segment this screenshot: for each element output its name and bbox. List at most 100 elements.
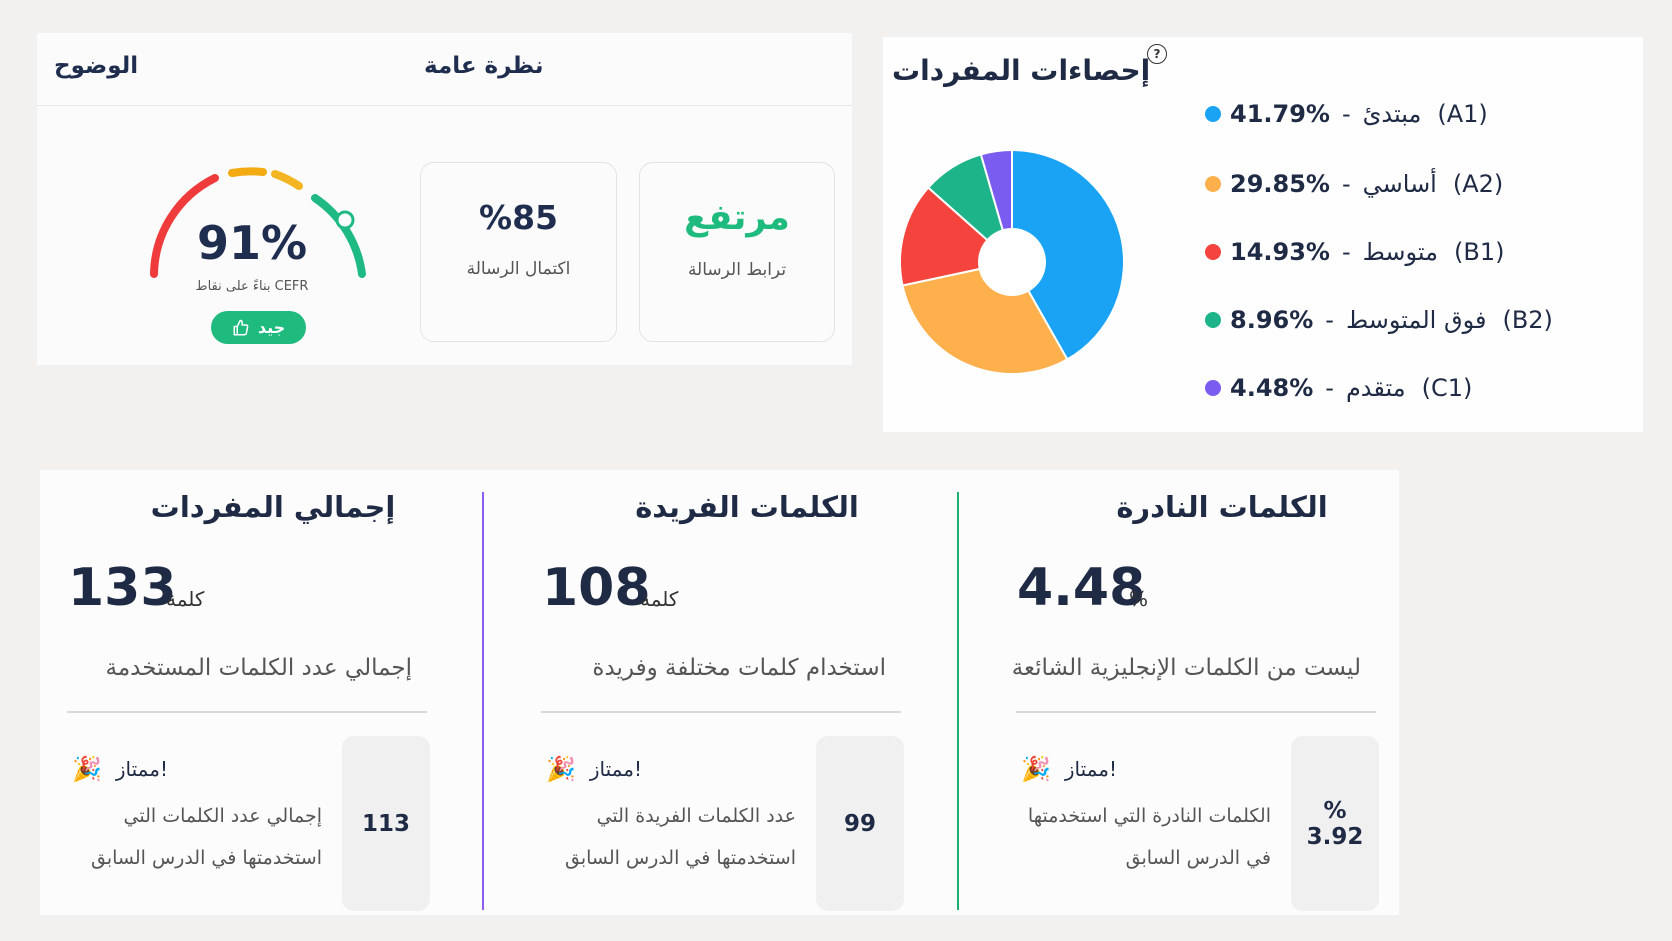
excellent-label: ممتاز! (1064, 757, 1117, 781)
metric-number: 108 (542, 558, 651, 618)
legend-separator: - (1325, 374, 1334, 402)
overview-header: الوضوح نظرة عامة (37, 33, 852, 106)
legend-code: (C1) (1421, 374, 1473, 402)
column-divider (957, 492, 959, 910)
metric-title: الكلمات النادرة (1116, 490, 1328, 524)
metric-note-line: في الدرس السابق (1125, 847, 1271, 869)
legend-item-a1: 41.79% - مبتدئ (A1) (1205, 97, 1488, 131)
party-popper-icon: 🎉 (1021, 755, 1051, 783)
legend-name: أساسي (1362, 170, 1437, 198)
gauge-score: 91% (197, 216, 308, 270)
column-divider (482, 492, 484, 910)
metric-rare-words: الكلمات النادرة 4.48 % ليست من الكلمات ا… (989, 470, 1379, 915)
completion-value: %85 (479, 198, 558, 237)
overview-title: نظرة عامة (424, 53, 544, 79)
legend-name: فوق المتوسط (1345, 306, 1487, 334)
metric-description: ليست من الكلمات الإنجليزية الشائعة (1011, 655, 1361, 681)
message-completion-card: %85 اكتمال الرسالة (420, 162, 617, 342)
legend-item-b1: 14.93% - متوسط (B1) (1205, 235, 1505, 269)
legend-item-a2: 29.85% - أساسي (A2) (1205, 167, 1503, 201)
coherence-value: مرتفع (684, 198, 790, 238)
donut-hole (978, 228, 1046, 296)
legend-separator: - (1341, 170, 1351, 198)
excellent-label: ممتاز! (115, 757, 168, 781)
metric-number: 133 (68, 558, 177, 618)
legend-code: (A2) (1452, 170, 1504, 198)
metric-unique-words: الكلمات الفريدة 108 كلمة استخدام كلمات م… (514, 470, 904, 915)
coherence-label: ترابط الرسالة (687, 260, 787, 280)
completion-label: اكتمال الرسالة (466, 259, 571, 279)
legend-dot (1205, 244, 1221, 260)
metric-note: الكلمات النادرة التي استخدمتها في الدرس … (1021, 795, 1271, 879)
metric-note-line: الكلمات النادرة التي استخدمتها (1027, 805, 1271, 827)
help-circle-icon[interactable]: ? (1147, 44, 1167, 64)
legend-dot (1205, 312, 1221, 328)
legend-pct: 41.79% (1230, 100, 1330, 128)
metric-rule (1016, 711, 1376, 713)
metric-unit: كلمة (166, 587, 205, 611)
legend-separator: - (1325, 306, 1334, 334)
party-popper-icon: 🎉 (72, 755, 102, 783)
legend-pct: 14.93% (1230, 238, 1330, 266)
vocab-stats-title: إحصاءات المفردات (892, 54, 1151, 87)
legend-dot (1205, 106, 1221, 122)
previous-value-unit: % (1323, 797, 1347, 824)
legend-code: (B1) (1454, 238, 1505, 266)
vocab-donut-chart (899, 148, 1125, 375)
previous-value: 3.92 (1306, 823, 1364, 850)
party-popper-icon: 🎉 (546, 755, 576, 783)
metric-rule (67, 711, 427, 713)
legend-separator: - (1341, 238, 1351, 266)
metric-unit: % (1129, 587, 1149, 611)
legend-code: (B2) (1502, 306, 1553, 334)
legend-dot (1205, 176, 1221, 192)
previous-value-box: % 3.92 (1291, 736, 1379, 911)
rating-badge: جيد (211, 311, 306, 344)
metric-excellent: 🎉 ممتاز! (546, 755, 642, 783)
gauge-segment-yellow (271, 170, 303, 190)
metric-description: استخدام كلمات مختلفة وفريدة (592, 655, 886, 681)
previous-value-box: 99 (816, 736, 904, 911)
metric-note-line: استخدمتها في الدرس السابق (564, 847, 796, 869)
clarity-gauge (150, 167, 366, 278)
gauge-subtitle: بناءً على نقاط CEFR (195, 279, 309, 294)
metric-rule (541, 711, 901, 713)
legend-pct: 8.96% (1230, 306, 1314, 334)
excellent-label: ممتاز! (589, 757, 642, 781)
metric-number: 4.48 (1017, 558, 1146, 618)
thumbs-up-icon (233, 319, 249, 335)
gauge-segment-red (150, 174, 219, 278)
overview-panel: الوضوح نظرة عامة 91% بناءً على نقاط CEFR… (37, 33, 852, 365)
clarity-title: الوضوح (54, 53, 139, 79)
legend-name: متقدم (1345, 374, 1406, 402)
legend-item-c1: 4.48% - متقدم (C1) (1205, 371, 1472, 405)
previous-value: 99 (843, 810, 876, 837)
metric-description: إجمالي عدد الكلمات المستخدمة (105, 655, 412, 681)
legend-pct: 4.48% (1230, 374, 1314, 402)
legend-pct: 29.85% (1230, 170, 1330, 198)
legend-dot (1205, 380, 1221, 396)
metric-title: الكلمات الفريدة (635, 490, 859, 524)
vocab-stats-panel: إحصاءات المفردات ? 41.79% - مبتدئ (A1) 2… (883, 37, 1643, 432)
metric-note-line: عدد الكلمات الفريدة التي (596, 805, 796, 827)
previous-value-box: 113 (342, 736, 430, 911)
legend-code: (A1) (1437, 100, 1488, 128)
vocab-metrics-panel: إجمالي المفردات 133 كلمة إجمالي عدد الكل… (40, 470, 1399, 915)
legend-name: مبتدئ (1362, 100, 1422, 128)
legend-separator: - (1341, 100, 1351, 128)
metric-note: عدد الكلمات الفريدة التي استخدمتها في ال… (546, 795, 796, 879)
metric-excellent: 🎉 ممتاز! (72, 755, 168, 783)
rating-badge-label: جيد (257, 318, 286, 337)
gauge-segment-green (311, 194, 366, 278)
previous-value: 113 (361, 810, 410, 837)
legend-name: متوسط (1362, 238, 1439, 266)
message-coherence-card: مرتفع ترابط الرسالة (639, 162, 835, 342)
metric-note-line: استخدمتها في الدرس السابق (90, 847, 322, 869)
metric-note-line: إجمالي عدد الكلمات التي (123, 805, 322, 827)
gauge-segment-orange (228, 167, 267, 177)
legend-item-b2: 8.96% - فوق المتوسط (B2) (1205, 303, 1553, 337)
metric-title: إجمالي المفردات (150, 490, 396, 524)
metric-excellent: 🎉 ممتاز! (1021, 755, 1117, 783)
metric-note: إجمالي عدد الكلمات التي استخدمتها في الد… (72, 795, 322, 879)
slice-a1 (1011, 148, 1125, 361)
